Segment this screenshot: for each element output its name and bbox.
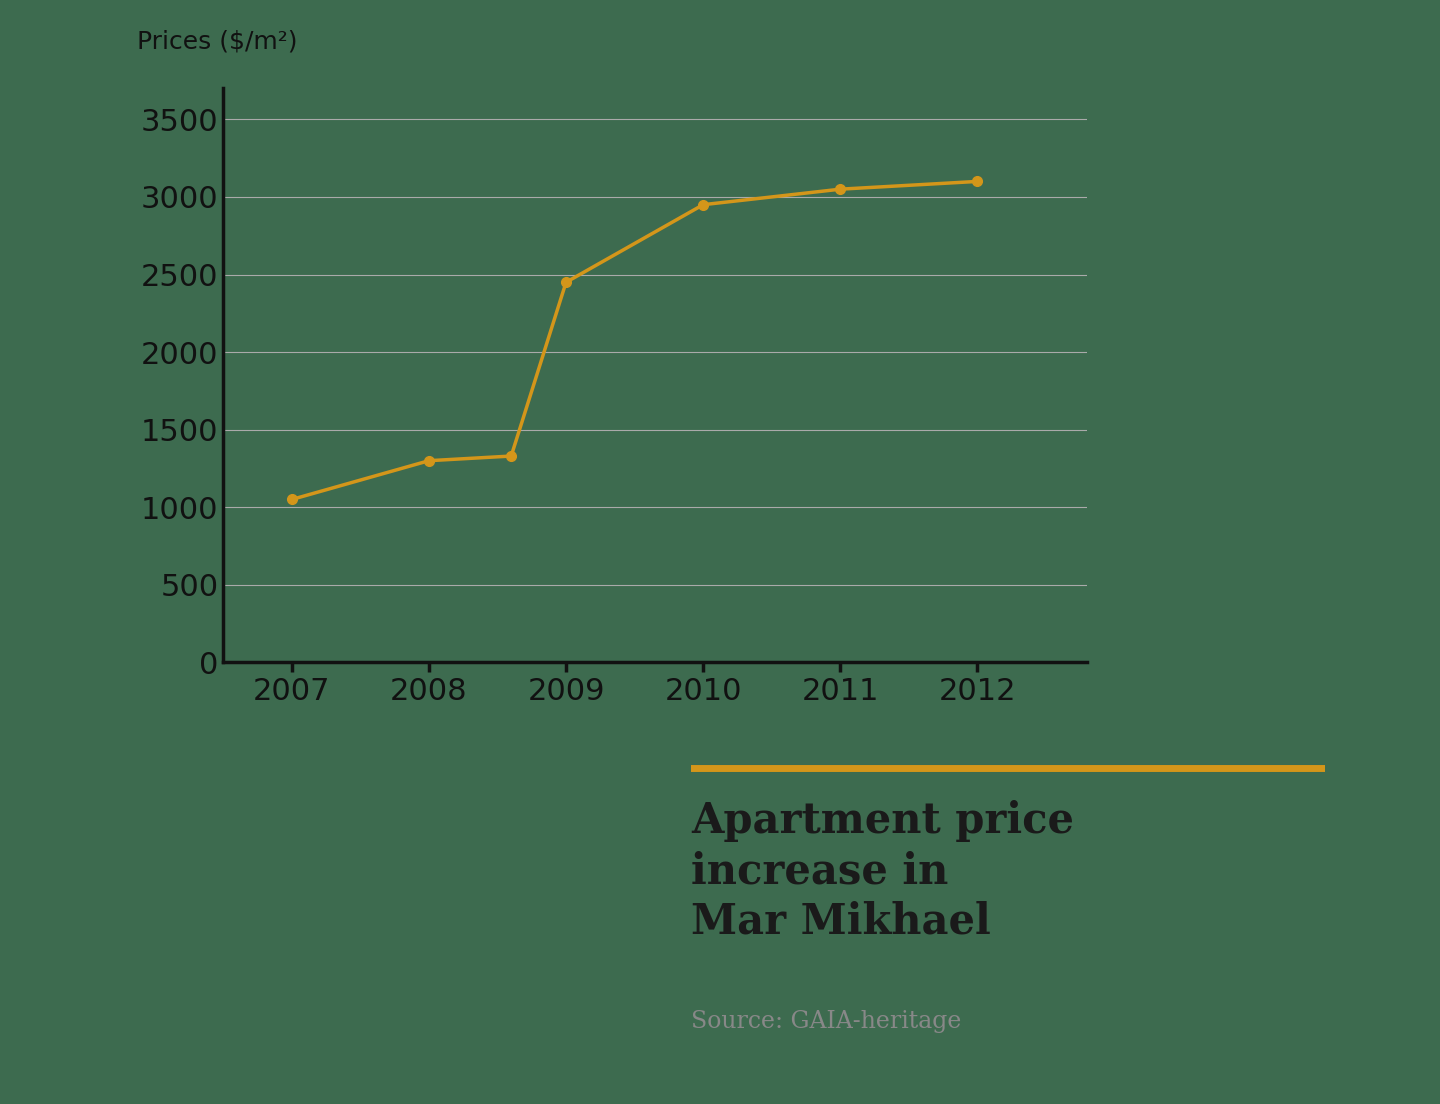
Text: Source: GAIA-heritage: Source: GAIA-heritage — [691, 1010, 962, 1033]
Text: Prices ($/m²): Prices ($/m²) — [137, 30, 297, 54]
Text: Apartment price
increase in
Mar Mikhael: Apartment price increase in Mar Mikhael — [691, 800, 1074, 943]
